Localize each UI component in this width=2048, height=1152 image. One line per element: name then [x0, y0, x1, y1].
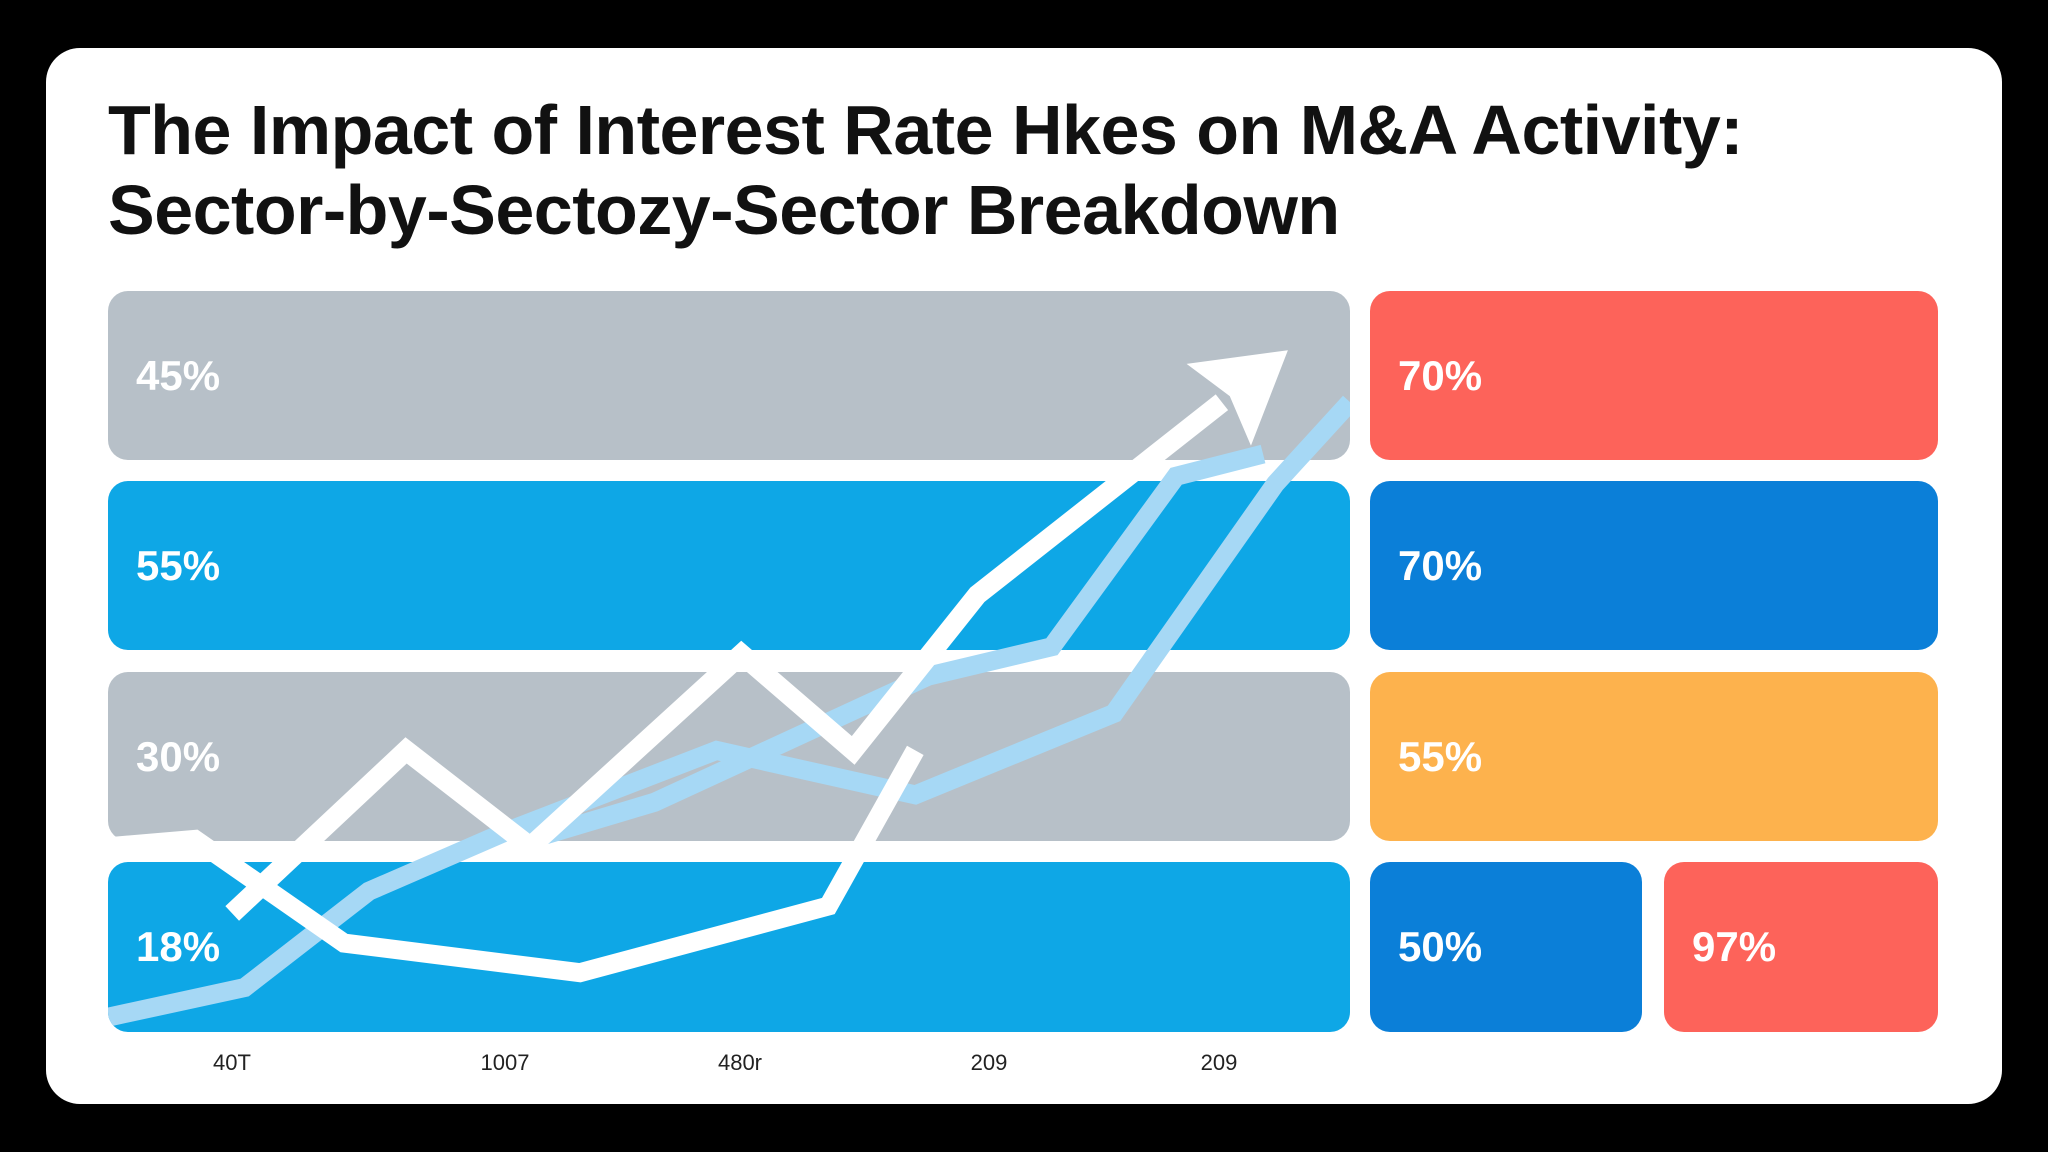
- title-line-2: Sector-by-Sectozy-Sector Breakdown: [108, 171, 1340, 249]
- left-band-4-label: 18%: [136, 923, 221, 970]
- x-tick-label: 480r: [717, 1050, 763, 1075]
- right-block-4-label: 50%: [1398, 923, 1483, 970]
- right-block-5-label: 97%: [1692, 923, 1777, 970]
- right-block-4: 50%: [1370, 862, 1642, 1032]
- left-band-1-label: 45%: [136, 351, 221, 399]
- right-block-3-label: 55%: [1398, 732, 1483, 780]
- chart-title: The Impact of Interest Rate Hkes on M&A …: [108, 90, 1908, 250]
- right-block-2-label: 70%: [1398, 541, 1483, 589]
- x-tick-label: 209: [970, 1050, 1008, 1075]
- right-block-3: 55%: [1370, 672, 1938, 841]
- left-band-2-label: 55%: [136, 541, 221, 589]
- left-band-1: 45%: [108, 291, 1350, 460]
- x-tick-label: 40T: [213, 1050, 251, 1075]
- left-band-2: 55%: [108, 481, 1350, 650]
- left-band-4: 18%: [108, 862, 1350, 1032]
- x-tick-label: 1007: [480, 1050, 530, 1075]
- title-line-1: The Impact of Interest Rate Hkes on M&A …: [108, 91, 1744, 169]
- x-tick-label: 209: [1200, 1050, 1238, 1075]
- right-block-1: 70%: [1370, 291, 1938, 460]
- right-block-1-label: 70%: [1398, 351, 1483, 399]
- right-block-5: 97%: [1664, 862, 1938, 1032]
- left-band-3: 30%: [108, 672, 1350, 841]
- right-block-2: 70%: [1370, 481, 1938, 650]
- left-band-3-label: 30%: [136, 732, 221, 780]
